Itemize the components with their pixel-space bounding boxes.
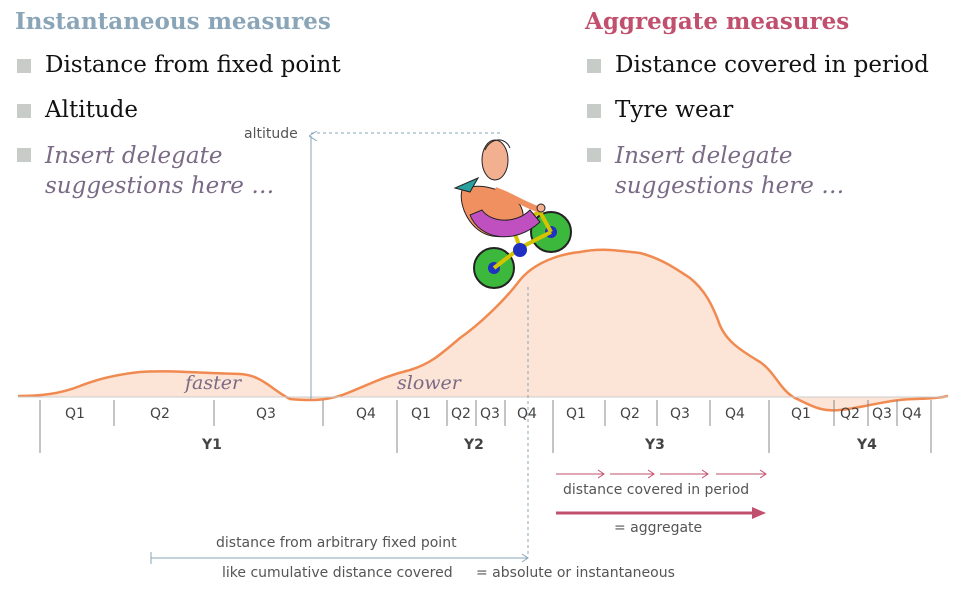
- bullet-text: Tyre wear: [615, 97, 734, 123]
- bullet-text: Altitude: [45, 97, 138, 123]
- quarter-label: Q3: [480, 406, 500, 422]
- bullet-square-icon: [587, 59, 601, 73]
- placeholder-text: Insert delegate suggestions here …: [45, 141, 274, 201]
- placeholder-line1: Insert delegate: [45, 143, 223, 169]
- quarter-label: Q1: [411, 406, 431, 422]
- year-label: Y4: [857, 437, 877, 453]
- quarter-label: Q1: [566, 406, 586, 422]
- quarter-label: Q4: [902, 406, 922, 422]
- quarter-label: Q3: [872, 406, 892, 422]
- quarter-label: Q2: [150, 406, 170, 422]
- distance-covered-label: distance covered in period: [563, 482, 750, 498]
- cyclist-clipart-icon: [453, 139, 572, 289]
- quarter-label: Q1: [791, 406, 811, 422]
- slower-label: slower: [397, 372, 461, 394]
- placeholder-text: Insert delegate suggestions here …: [615, 141, 844, 201]
- cumulative-label: like cumulative distance covered: [222, 565, 453, 581]
- bullet-square-icon: [17, 59, 31, 73]
- quarter-label: Q2: [451, 406, 471, 422]
- left-bullet-distance: Distance from fixed point: [17, 52, 341, 78]
- aggregate-heading: Aggregate measures: [585, 8, 850, 35]
- placeholder-line2: suggestions here …: [615, 173, 845, 199]
- aggregate-arrowhead: [752, 507, 766, 519]
- right-bullet-placeholder: Insert delegate suggestions here …: [587, 141, 844, 201]
- terrain-fill: [18, 249, 948, 411]
- left-bullet-placeholder: Insert delegate suggestions here …: [17, 141, 274, 201]
- quarter-label: Q2: [840, 406, 860, 422]
- quarter-label: Q1: [65, 406, 85, 422]
- altitude-label: altitude: [244, 126, 298, 142]
- quarter-ticks: [39, 400, 932, 453]
- bullet-square-icon: [587, 148, 601, 162]
- quarter-label: Q2: [620, 406, 640, 422]
- bullet-square-icon: [17, 148, 31, 162]
- small-period-arrows: [556, 469, 767, 479]
- left-bullet-altitude: Altitude: [17, 97, 138, 123]
- quarter-label: Q4: [725, 406, 745, 422]
- quarter-label: Q4: [356, 406, 376, 422]
- instantaneous-heading: Instantaneous measures: [15, 8, 331, 35]
- bullet-square-icon: [587, 104, 601, 118]
- absolute-label: = absolute or instantaneous: [476, 565, 675, 581]
- placeholder-line2: suggestions here …: [45, 173, 275, 199]
- bullet-square-icon: [17, 104, 31, 118]
- faster-label: faster: [185, 372, 242, 394]
- quarter-label: Q3: [670, 406, 690, 422]
- terrain-curve: [17, 248, 949, 412]
- right-bullet-tyre: Tyre wear: [587, 97, 733, 123]
- quarter-label: Q4: [517, 406, 537, 422]
- quarter-label: Q3: [256, 406, 276, 422]
- right-bullet-distance: Distance covered in period: [587, 52, 929, 78]
- distance-fixed-arrowhead: [521, 553, 529, 563]
- bullet-text: Distance covered in period: [615, 52, 929, 78]
- aggregate-label: = aggregate: [614, 520, 703, 536]
- year-label: Y1: [202, 437, 222, 453]
- placeholder-line1: Insert delegate: [615, 143, 793, 169]
- bullet-text: Distance from fixed point: [45, 52, 341, 78]
- year-label: Y2: [464, 437, 484, 453]
- distance-fixed-label: distance from arbitrary fixed point: [216, 535, 457, 551]
- year-label: Y3: [645, 437, 665, 453]
